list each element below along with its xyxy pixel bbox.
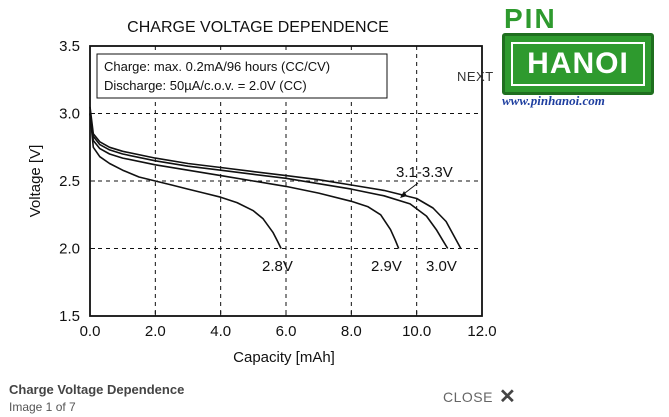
close-button[interactable]: CLOSE ✕ bbox=[443, 386, 517, 408]
y-tick-label: 2.5 bbox=[59, 173, 80, 190]
legend-discharge: Discharge: 50µA/c.o.v. = 2.0V (CC) bbox=[104, 78, 307, 93]
pinhanoi-logo: PIN HANOI www.pinhanoi.com bbox=[496, 3, 666, 113]
annotation-2.8v: 2.8V bbox=[262, 258, 293, 275]
y-tick-labels: 1.5 2.0 2.5 3.0 3.5 bbox=[59, 38, 80, 325]
y-tick-label: 3.0 bbox=[59, 106, 80, 123]
y-axis-label: Voltage [V] bbox=[27, 145, 44, 218]
x-tick-label: 0.0 bbox=[80, 323, 101, 340]
next-button[interactable]: NEXT bbox=[457, 69, 494, 84]
x-tick-label: 4.0 bbox=[210, 323, 231, 340]
annotation-arrowhead bbox=[400, 191, 407, 198]
annotation-3.0v: 3.0V bbox=[426, 258, 457, 275]
series-line-3.1-3.3v bbox=[89, 106, 462, 249]
y-tick-label: 1.5 bbox=[59, 308, 80, 325]
series-line-3.0v bbox=[89, 113, 449, 249]
close-label: CLOSE bbox=[443, 389, 493, 405]
y-tick-label: 3.5 bbox=[59, 38, 80, 55]
annotation-3.1-3.3v: 3.1-3.3V bbox=[396, 164, 453, 181]
legend-charge: Charge: max. 0.2mA/96 hours (CC/CV) bbox=[104, 59, 330, 74]
x-tick-label: 6.0 bbox=[276, 323, 297, 340]
legend-box bbox=[96, 53, 388, 99]
chart-title: CHARGE VOLTAGE DEPENDENCE bbox=[127, 19, 389, 36]
caption-title: Charge Voltage Dependence bbox=[9, 382, 185, 397]
series-line-2.9v bbox=[89, 113, 400, 249]
grid bbox=[89, 45, 483, 317]
x-axis-label: Capacity [mAh] bbox=[233, 349, 335, 366]
x-tick-label: 8.0 bbox=[341, 323, 362, 340]
image-counter: Image 1 of 7 bbox=[9, 400, 76, 414]
x-tick-label: 2.0 bbox=[145, 323, 166, 340]
x-tick-label: 12.0 bbox=[467, 323, 496, 340]
series-lines bbox=[89, 106, 462, 249]
x-tick-label: 10.0 bbox=[402, 323, 431, 340]
series-line-2.8v bbox=[89, 113, 282, 249]
x-tick-labels: 0.0 2.0 4.0 6.0 8.0 10.0 12.0 bbox=[80, 323, 497, 340]
y-tick-label: 2.0 bbox=[59, 241, 80, 258]
logo-top-text: PIN bbox=[504, 3, 557, 34]
annotation-2.9v: 2.9V bbox=[371, 258, 402, 275]
logo-main-text: HANOI bbox=[511, 42, 645, 86]
logo-box: HANOI bbox=[502, 33, 654, 95]
close-icon: ✕ bbox=[498, 386, 517, 408]
next-label: NEXT bbox=[457, 69, 494, 84]
logo-url: www.pinhanoi.com bbox=[502, 93, 605, 108]
